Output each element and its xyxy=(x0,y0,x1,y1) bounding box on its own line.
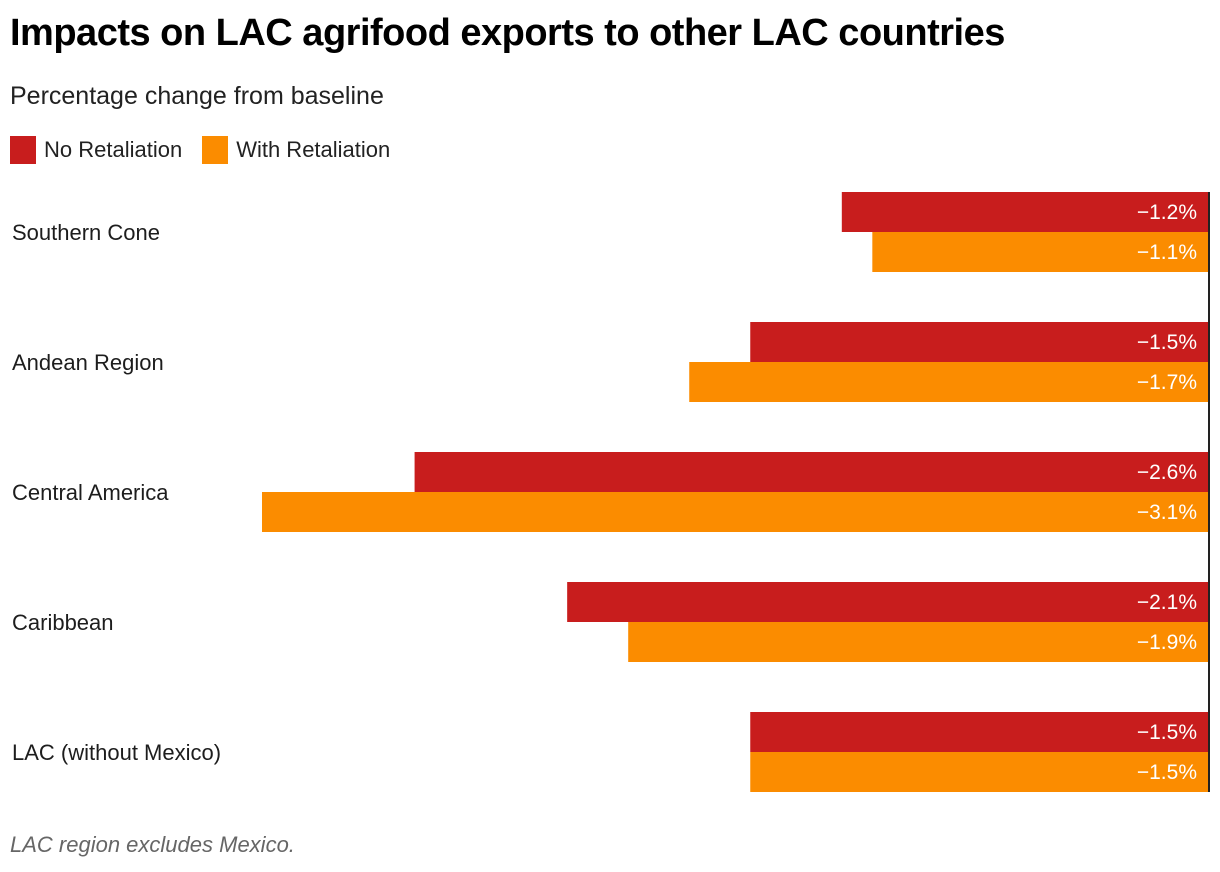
bar-with-retaliation-lac-without-mexico xyxy=(750,752,1208,792)
bar-no-retaliation-lac-without-mexico xyxy=(750,712,1208,752)
legend-label-with-retaliation: With Retaliation xyxy=(236,137,391,162)
data-label-with-retaliation-lac-without-mexico: −1.5% xyxy=(1137,761,1197,784)
category-label-lac-without-mexico: LAC (without Mexico) xyxy=(12,740,221,765)
data-label-with-retaliation-central-america: −3.1% xyxy=(1137,501,1197,524)
category-label-central-america: Central America xyxy=(12,480,169,505)
legend-item-with-retaliation: With Retaliation xyxy=(202,136,390,164)
chart-subtitle: Percentage change from baseline xyxy=(10,82,384,110)
bar-with-retaliation-central-america xyxy=(262,492,1208,532)
chart-note: LAC region excludes Mexico. xyxy=(10,832,295,857)
data-label-no-retaliation-central-america: −2.6% xyxy=(1137,461,1197,484)
bar-with-retaliation-andean-region xyxy=(689,362,1208,402)
category-label-andean-region: Andean Region xyxy=(12,350,164,375)
data-label-with-retaliation-andean-region: −1.7% xyxy=(1137,371,1197,394)
bar-no-retaliation-andean-region xyxy=(750,322,1208,362)
legend-swatch-no-retaliation xyxy=(10,136,36,164)
category-label-caribbean: Caribbean xyxy=(12,610,114,635)
bar-no-retaliation-central-america xyxy=(414,452,1208,492)
data-label-with-retaliation-caribbean: −1.9% xyxy=(1137,631,1197,654)
data-label-no-retaliation-caribbean: −2.1% xyxy=(1137,591,1197,614)
data-label-no-retaliation-southern-cone: −1.2% xyxy=(1137,201,1197,224)
bar-with-retaliation-caribbean xyxy=(628,622,1208,662)
data-label-no-retaliation-lac-without-mexico: −1.5% xyxy=(1137,721,1197,744)
legend-item-no-retaliation: No Retaliation xyxy=(10,136,182,164)
chart-title: Impacts on LAC agrifood exports to other… xyxy=(10,12,1005,54)
legend-label-no-retaliation: No Retaliation xyxy=(44,137,183,162)
category-label-southern-cone: Southern Cone xyxy=(12,220,160,245)
legend-swatch-with-retaliation xyxy=(202,136,229,164)
data-label-no-retaliation-andean-region: −1.5% xyxy=(1137,331,1197,354)
bar-with-retaliation-southern-cone xyxy=(872,232,1208,272)
bar-no-retaliation-southern-cone xyxy=(841,192,1208,232)
bar-no-retaliation-caribbean xyxy=(567,582,1208,622)
data-label-with-retaliation-southern-cone: −1.1% xyxy=(1137,241,1197,264)
legend: No Retaliation With Retaliation xyxy=(10,136,410,164)
